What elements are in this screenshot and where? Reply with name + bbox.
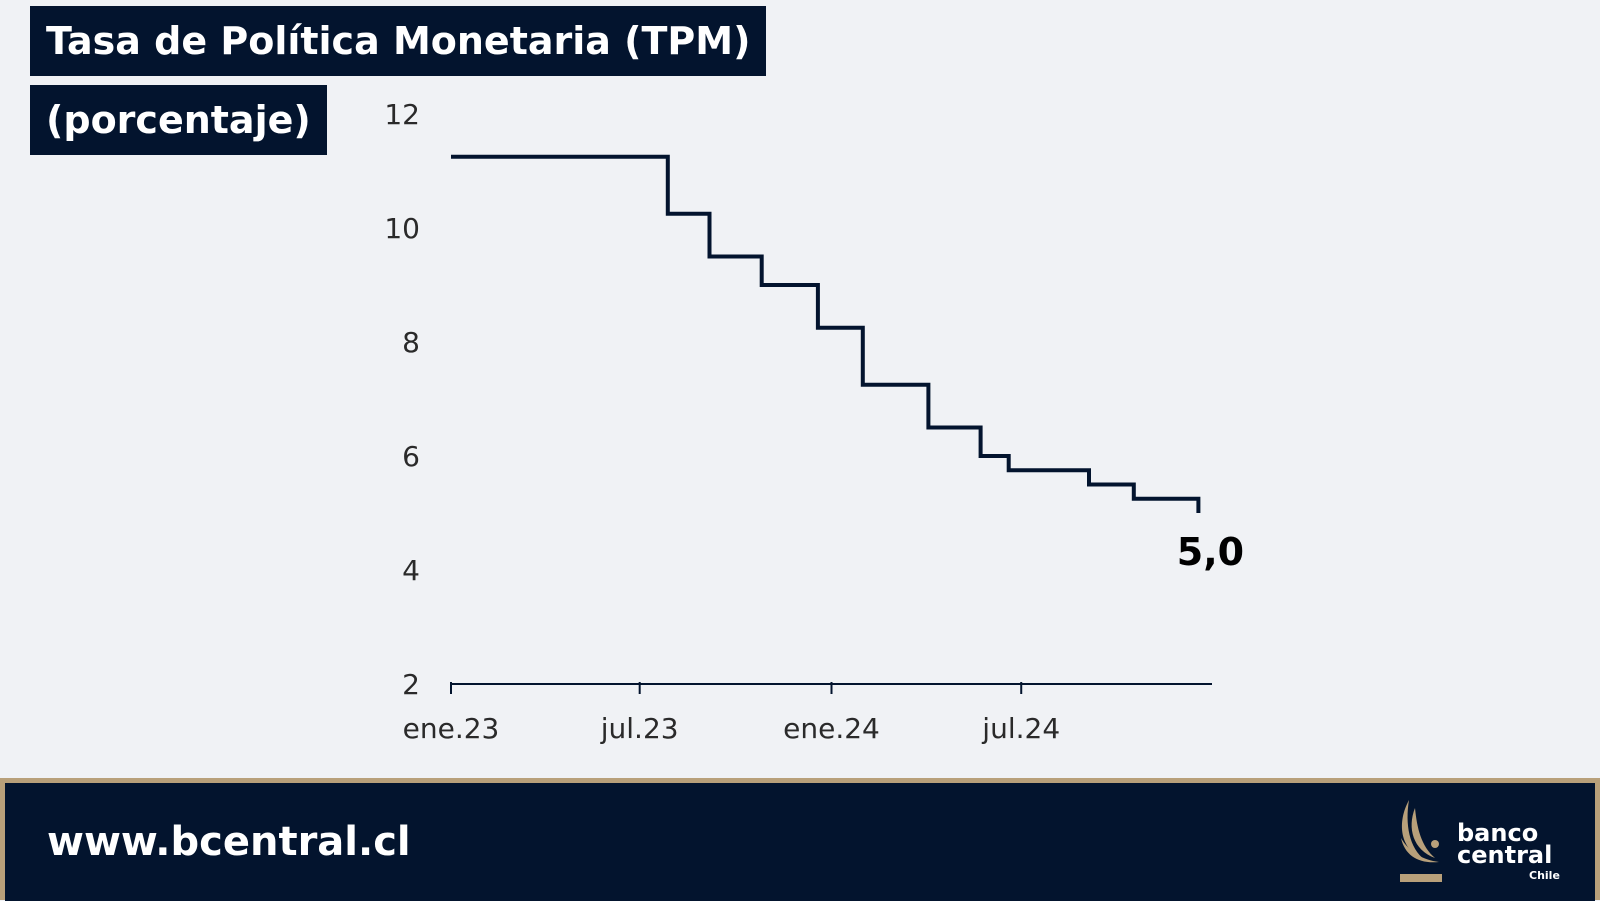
- logo-line-chile: Chile: [1529, 869, 1560, 882]
- footer-panel: www.bcentral.cl banco central Chile: [5, 783, 1595, 901]
- banco-central-logo: banco central Chile: [1395, 798, 1575, 888]
- y-tick-label: 12: [384, 98, 420, 131]
- y-tick-label: 6: [402, 440, 420, 473]
- x-tick-label: jul.23: [600, 712, 679, 745]
- x-tick-label: jul.24: [981, 712, 1060, 745]
- last-value-label: 5,0: [1177, 530, 1244, 574]
- y-tick-label: 8: [402, 326, 420, 359]
- logo-line-central: central: [1457, 841, 1553, 869]
- website-link[interactable]: www.bcentral.cl: [47, 819, 411, 865]
- tpm-line-chart: 2 4 6 8 10 12 ene.23 jul.23 ene.24 jul.24 5,0: [384, 98, 1244, 745]
- tpm-series-line: [451, 154, 1201, 513]
- logo-line-banco: banco: [1457, 819, 1539, 847]
- logo-emblem-icon: [1400, 800, 1442, 882]
- x-tick-label: ene.24: [783, 712, 880, 745]
- y-tick-label: 4: [402, 554, 420, 587]
- y-tick-label: 10: [384, 212, 420, 245]
- y-tick-label: 2: [402, 668, 420, 701]
- chart-subtitle: (porcentaje): [30, 85, 327, 155]
- chart-title: Tasa de Política Monetaria (TPM): [30, 6, 767, 76]
- x-tick-label: ene.23: [403, 712, 500, 745]
- logo-wordmark: banco central: [1457, 819, 1553, 869]
- footer-bar: www.bcentral.cl banco central Chile: [0, 778, 1600, 901]
